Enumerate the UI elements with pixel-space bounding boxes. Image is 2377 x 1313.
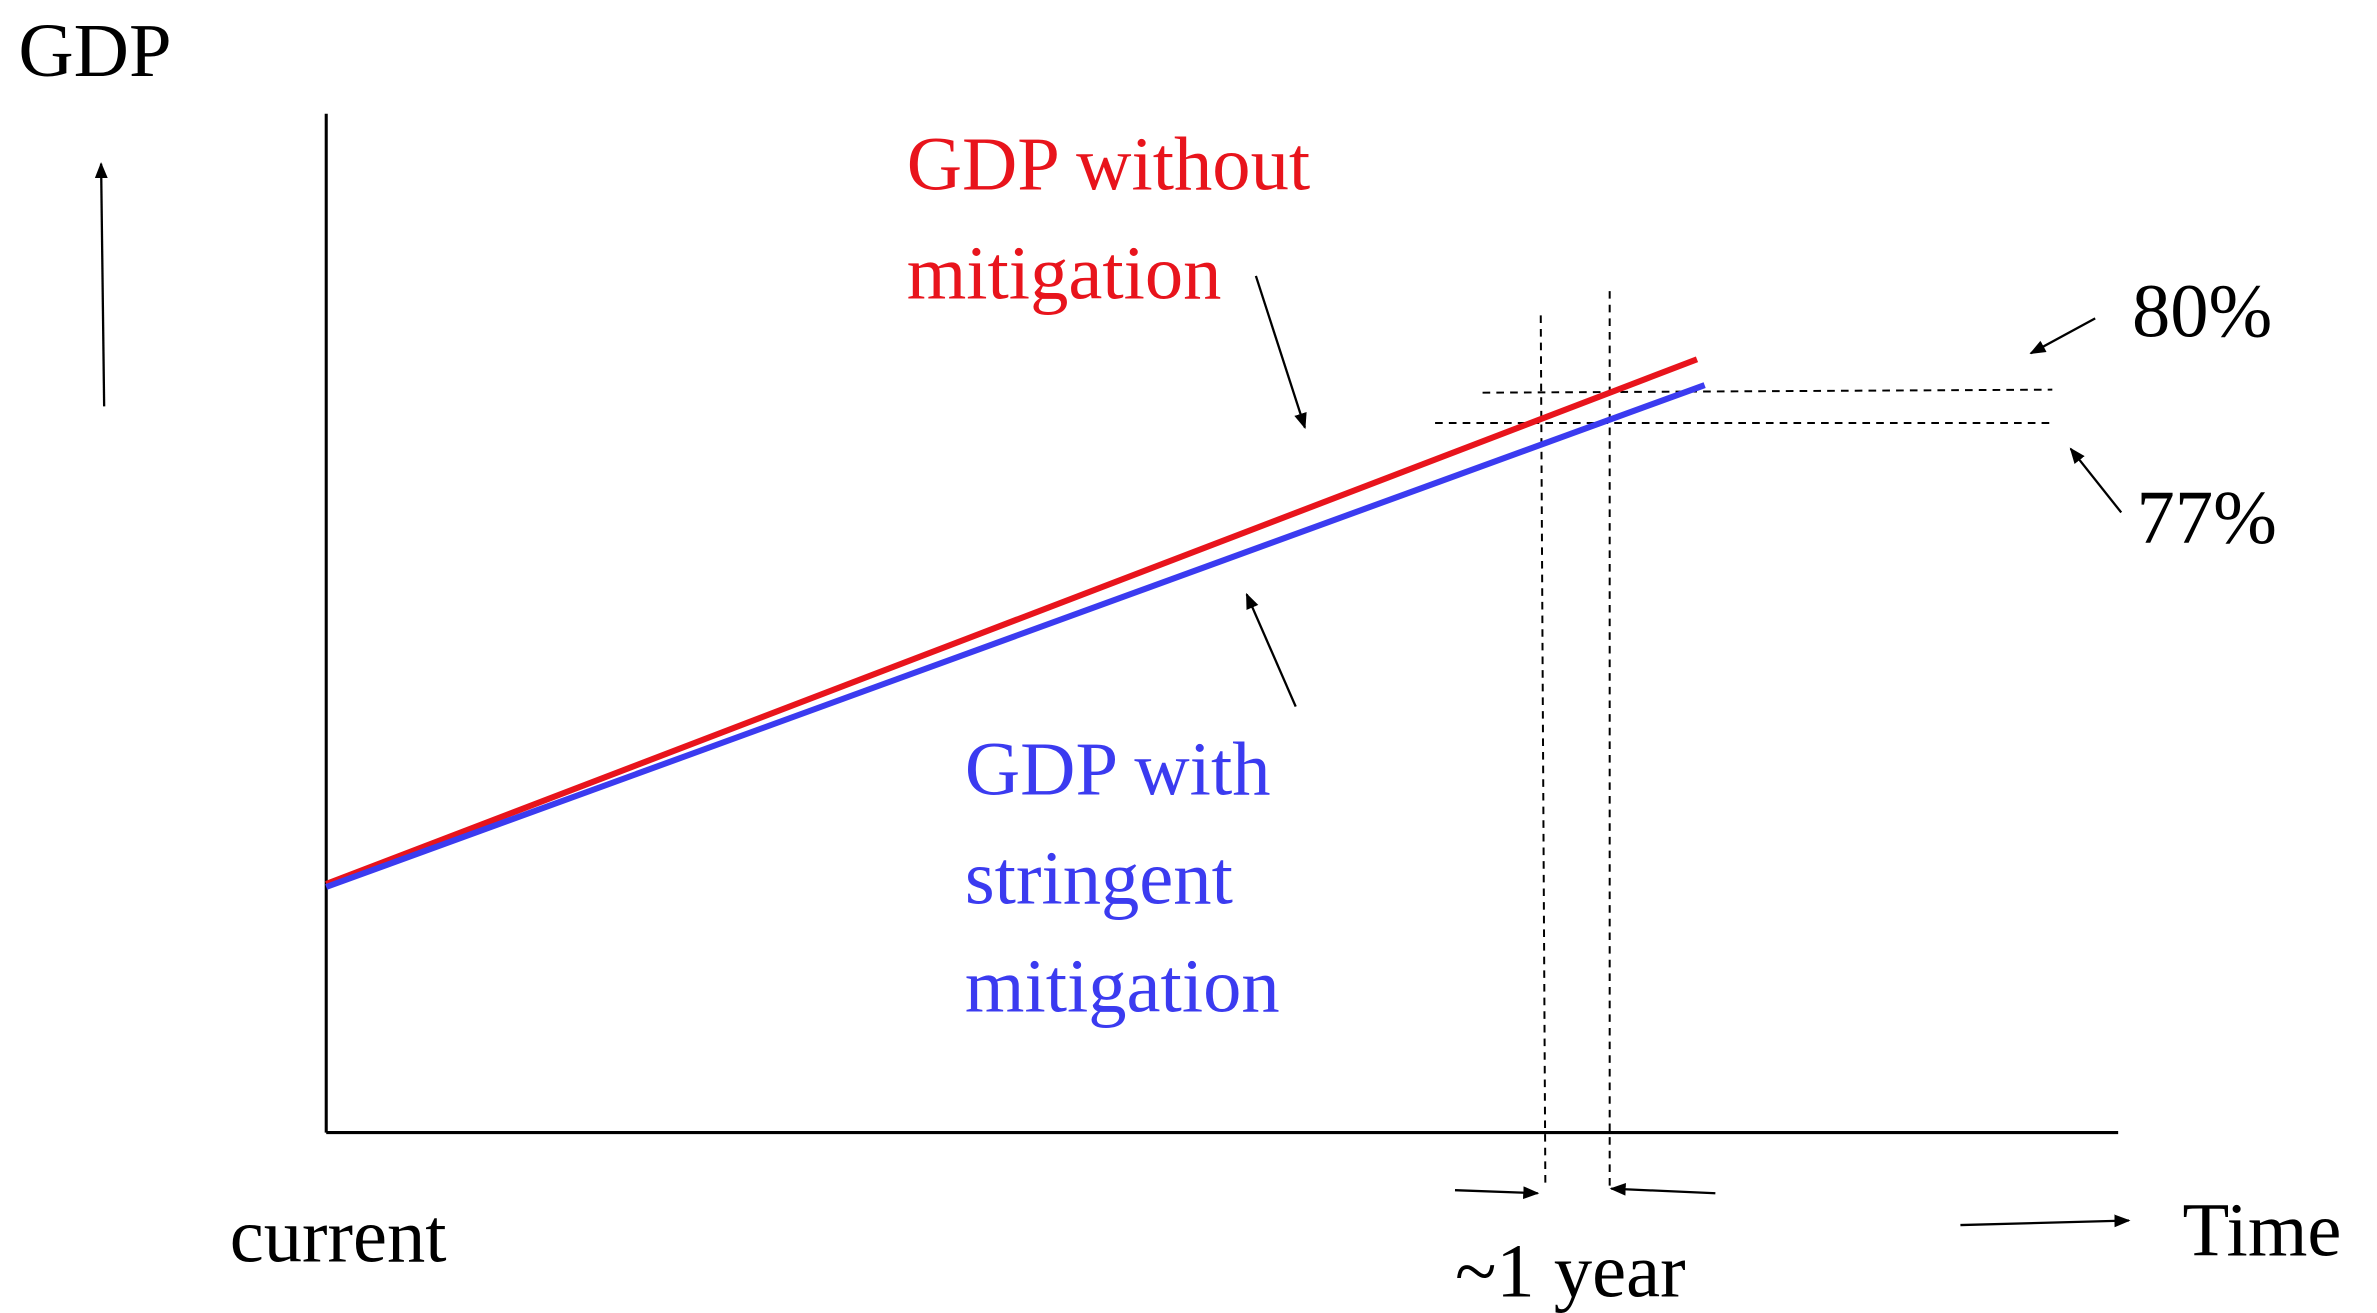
line-with-mitigation: [325, 382, 1706, 890]
y-arrow: [94, 162, 108, 407]
guide-horizontal: [1482, 388, 2053, 394]
label-line: GDP without: [907, 123, 1310, 207]
label-line: stringent: [965, 837, 1233, 921]
pointer: [1609, 1182, 1716, 1196]
label-line: mitigation: [907, 232, 1222, 316]
guide-vertical: [1539, 315, 1547, 1186]
pointer: [1245, 592, 1297, 707]
upper-level-label: 80%: [2132, 270, 2272, 354]
x-start-label: current: [230, 1195, 447, 1279]
gap-label: ~1 year: [1455, 1230, 1686, 1313]
pointer: [2029, 317, 2096, 355]
x-axis-label: Time: [2182, 1189, 2341, 1273]
x-arrow: [1960, 1214, 2131, 1228]
pointer: [1454, 1186, 1540, 1200]
y-axis-label: GDP: [18, 9, 171, 93]
pointer: [2069, 447, 2123, 514]
line-without-mitigation: [325, 356, 1699, 887]
label-line: mitigation: [965, 945, 1280, 1029]
lower-level-label: 77%: [2137, 476, 2277, 560]
label-line: GDP with: [965, 728, 1271, 812]
pointer: [1254, 275, 1307, 430]
